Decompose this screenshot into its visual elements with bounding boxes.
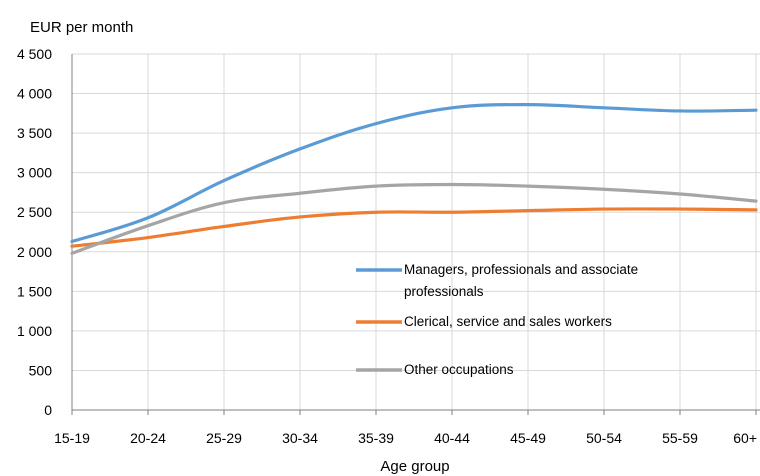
- x-tick-label: 20-24: [130, 430, 166, 446]
- x-tick-labels: 15-19 20-24 25-29 30-34 35-39 40-44 45-49 50-54…: [54, 430, 757, 446]
- y-tick-label: 1 500: [17, 283, 52, 299]
- x-tick-label: 30-34: [282, 430, 318, 446]
- y-tick-label: 3 000: [17, 165, 52, 181]
- series-line-1: [70, 207, 758, 248]
- series-line-2: [70, 182, 758, 255]
- x-axis-label: Age group: [380, 458, 449, 475]
- x-tick-label: 15-19: [54, 430, 90, 446]
- x-tick-label: 45-49: [510, 430, 546, 446]
- y-tick-label: 2 500: [17, 204, 52, 220]
- x-tick-label: 25-29: [206, 430, 242, 446]
- series-line-0: [70, 103, 758, 244]
- y-tick-label: 4 500: [17, 46, 52, 62]
- x-tick-label: 35-39: [358, 430, 394, 446]
- legend-label: professionals: [404, 284, 484, 299]
- x-tick-label: 60+: [733, 430, 757, 446]
- y-tick-label: 4 000: [17, 86, 52, 102]
- legend-label: Managers, professionals and associate: [404, 262, 638, 277]
- y-tick-labels: 0 500 1 000 1 500 2 000 2 500 3 000 3 500 4 000 4…: [17, 46, 52, 418]
- y-tick-label: 0: [44, 402, 52, 418]
- y-tick-label: 3 500: [17, 125, 52, 141]
- x-tick-label: 50-54: [586, 430, 622, 446]
- x-tick-label: 40-44: [434, 430, 470, 446]
- series-lines: [70, 103, 758, 255]
- y-tick-label: 500: [29, 362, 53, 378]
- y-axis-label: EUR per month: [30, 19, 133, 36]
- legend-label: Clerical, service and sales workers: [404, 314, 612, 329]
- legend-label: Other occupations: [404, 362, 514, 377]
- y-tick-label: 2 000: [17, 244, 52, 260]
- x-tick-label: 55-59: [662, 430, 698, 446]
- y-tick-label: 1 000: [17, 323, 52, 339]
- legend: Managers, professionals and associate pro…: [356, 262, 638, 377]
